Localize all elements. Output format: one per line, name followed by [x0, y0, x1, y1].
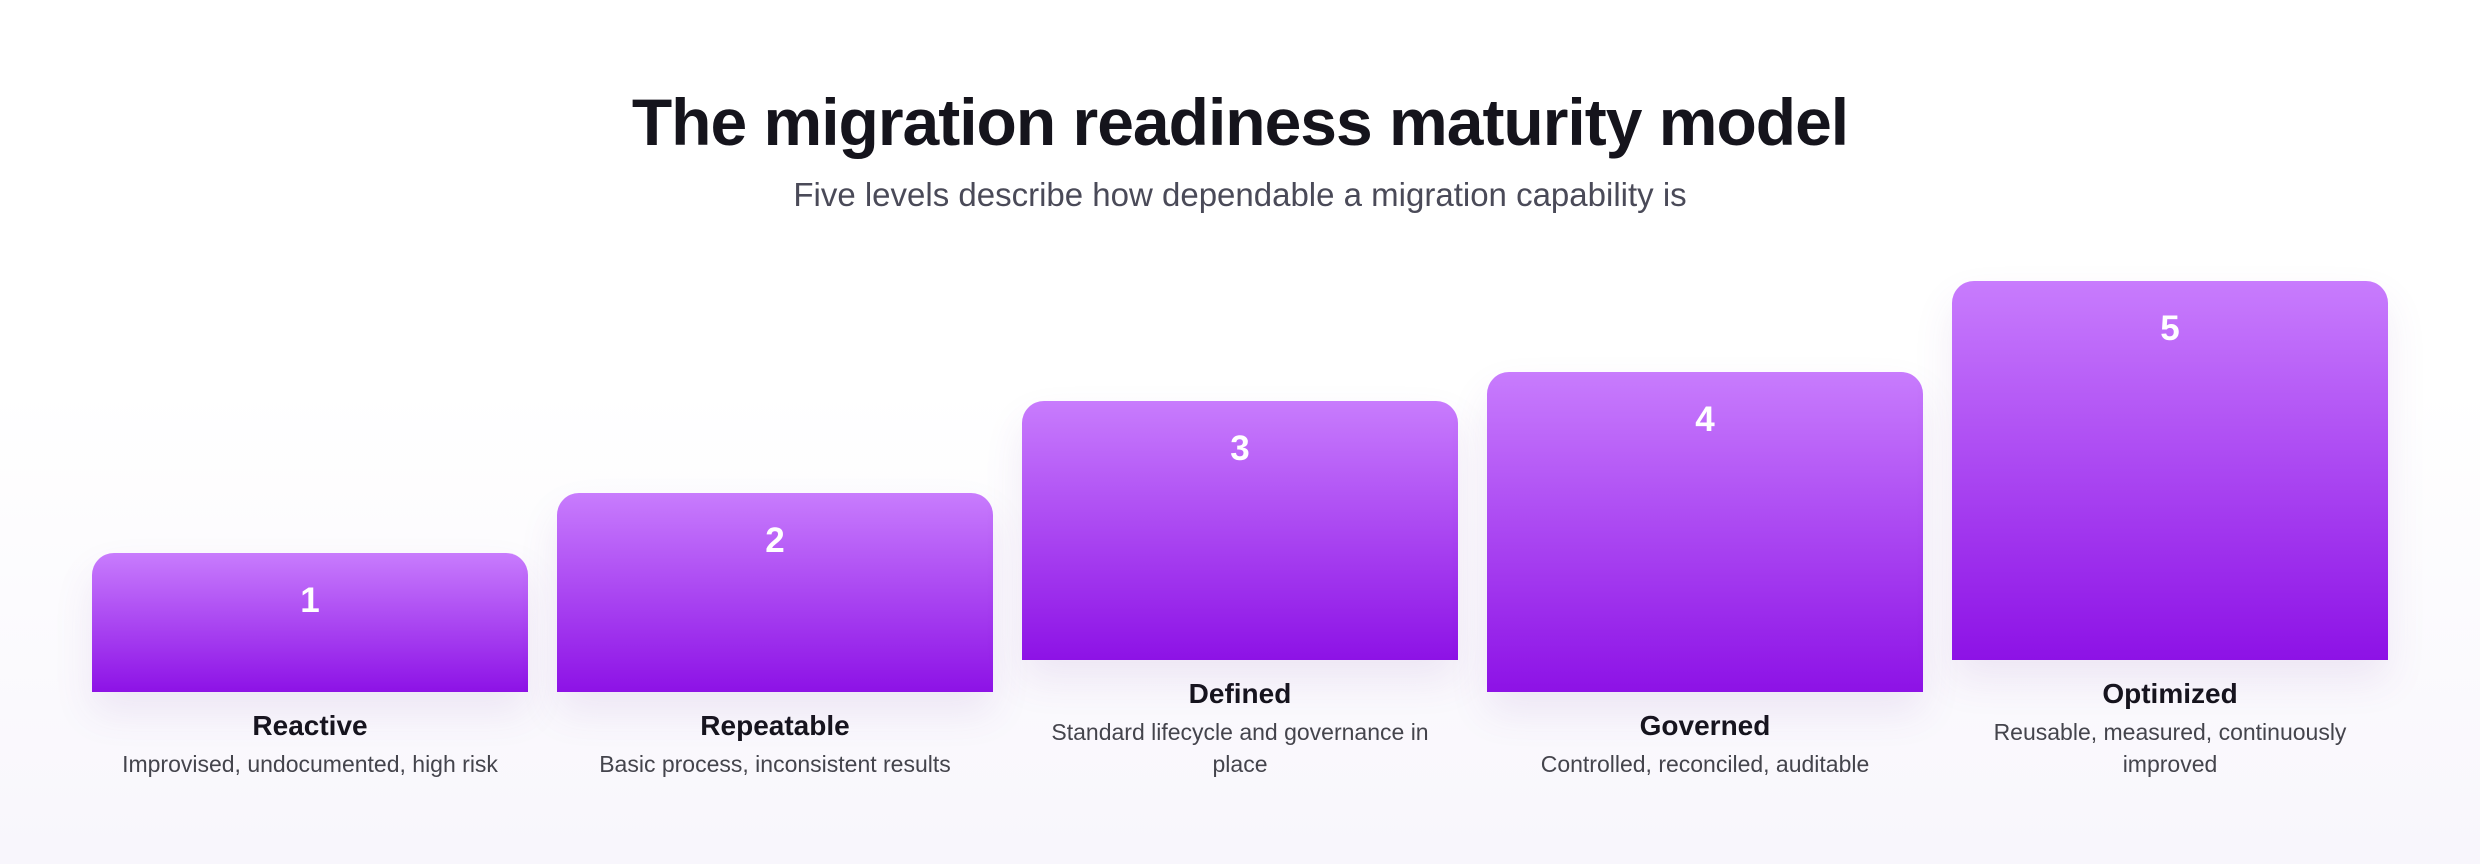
level-description: Improvised, undocumented, high risk [122, 751, 498, 777]
title: The migration readiness maturity model [631, 85, 1849, 159]
level-number: 5 [2160, 309, 2180, 348]
level-bar: 5 [1952, 281, 2388, 660]
level: 3 Defined Standard lifecycle and governa… [1022, 401, 1458, 780]
level: 2 Repeatable Basic process, inconsistent… [557, 493, 993, 780]
level-description: Reusable, measured, continuously improve… [1993, 719, 2347, 777]
level-number: 2 [765, 521, 785, 560]
level-name: Optimized [2102, 678, 2238, 709]
level-name: Reactive [252, 710, 368, 741]
level-name: Governed [1639, 710, 1771, 741]
level-number: 4 [1695, 400, 1715, 439]
level-bar: 3 [1022, 401, 1458, 660]
level-bar: 2 [557, 493, 993, 692]
level-name: Repeatable [700, 710, 850, 741]
level: 4 Governed Controlled, reconciled, audit… [1487, 372, 1923, 780]
level-description: Standard lifecycle and governance in pla… [1051, 719, 1429, 777]
level: 5 Optimized Reusable, measured, continuo… [1952, 281, 2388, 780]
level-description: Basic process, inconsistent results [599, 751, 951, 777]
level-name: Defined [1188, 678, 1292, 709]
level-bar: 1 [92, 553, 528, 692]
subtitle: Five levels describe how dependable a mi… [793, 176, 1687, 213]
level: 1 Reactive Improvised, undocumented, hig… [92, 553, 528, 780]
level-description: Controlled, reconciled, auditable [1540, 751, 1870, 777]
levels: 1 Reactive Improvised, undocumented, hig… [92, 260, 2388, 780]
level-bar: 4 [1487, 372, 1923, 692]
level-number: 3 [1230, 429, 1250, 468]
level-number: 1 [300, 581, 320, 620]
